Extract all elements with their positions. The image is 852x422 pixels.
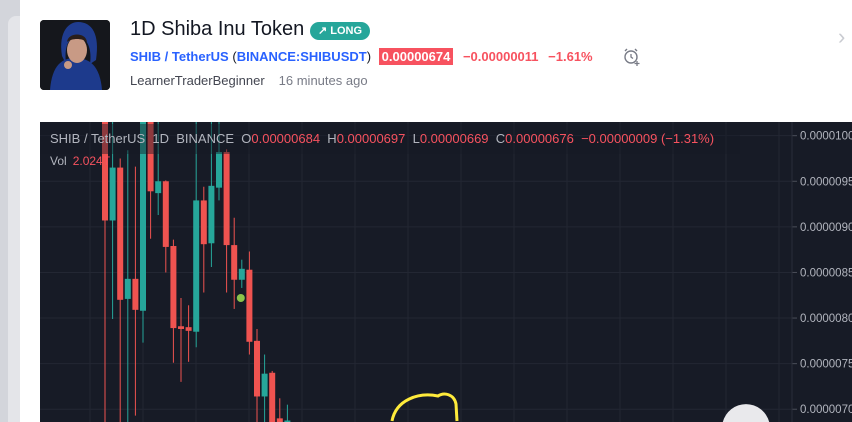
- published-time: 16 minutes ago: [278, 73, 368, 88]
- candle-body: [102, 122, 108, 221]
- legend-low: 0.00000669: [419, 131, 489, 146]
- candle-body: [246, 269, 253, 342]
- candle-body: [185, 327, 192, 331]
- avatar-image: [40, 20, 110, 90]
- candle-body: [193, 200, 200, 332]
- symbol-link[interactable]: SHIB / TetherUS: [130, 49, 229, 64]
- candle-body: [124, 278, 131, 299]
- freehand-circle-drawing: [390, 392, 459, 422]
- candle-body: [269, 372, 276, 422]
- volume-label: Vol: [50, 154, 67, 168]
- alarm-clock-plus-icon: [624, 48, 640, 66]
- candle-body: [231, 245, 238, 280]
- candle-body: [178, 326, 184, 329]
- candle-body: [200, 200, 207, 245]
- long-badge: ↗ LONG: [310, 22, 371, 40]
- y-tick-label: 0.0000080: [800, 313, 852, 325]
- last-price: 0.00000674: [378, 48, 454, 65]
- y-tick-label: 0.0000070: [800, 404, 852, 416]
- candle-body: [216, 152, 222, 188]
- legend-open: 0.00000684: [251, 131, 321, 146]
- paren-open: (: [232, 49, 237, 64]
- candle-body: [117, 167, 124, 300]
- symbol-line: SHIB / TetherUS (BINANCE:SHIBUSDT) 0.000…: [130, 48, 593, 65]
- candle-body: [109, 167, 116, 221]
- legend-change: −0.00000009 (−1.31%): [581, 131, 715, 146]
- author-name[interactable]: LearnerTraderBeginner: [130, 73, 265, 88]
- exchange-symbol-link[interactable]: BINANCE:SHIBUSDT: [236, 49, 367, 64]
- idea-title: 1D Shiba Inu Token: [130, 18, 305, 40]
- author-line: LearnerTraderBeginner 16 minutes ago: [130, 73, 368, 88]
- candle-body: [284, 420, 291, 422]
- legend-symbol: SHIB / TetherUS: [50, 131, 146, 146]
- floating-action-button: [722, 404, 770, 422]
- y-tick-label: 0.0000075: [800, 359, 852, 371]
- candle-body: [132, 278, 139, 310]
- candle-body: [223, 152, 230, 246]
- candle-body: [162, 181, 169, 247]
- candle-body: [208, 185, 215, 244]
- y-tick-label: 0.0000095: [800, 176, 852, 188]
- price-change-percent: −1.61%: [548, 49, 593, 64]
- candle-body: [254, 340, 260, 397]
- badge-label: LONG: [330, 25, 363, 37]
- candle-body: [140, 122, 146, 311]
- chart-legend: SHIB / TetherUS 1D BINANCE O0.00000684 H…: [50, 131, 715, 146]
- legend-close: 0.00000676: [505, 131, 574, 146]
- volume-value: 2.024T: [72, 154, 111, 168]
- y-tick-label: 0.0000100: [800, 131, 852, 143]
- arrow-up-right-icon: ↗: [318, 25, 328, 37]
- price-change: −0.00000011: [462, 49, 539, 64]
- legend-backdrop: [40, 124, 740, 154]
- left-sidebar-strip: [0, 0, 20, 422]
- paren-close: ): [366, 49, 372, 64]
- chevron-right-icon[interactable]: ›: [838, 24, 846, 49]
- candle-body: [147, 122, 154, 192]
- candle-body: [238, 268, 245, 280]
- candle-body: [261, 373, 268, 397]
- candle-body: [155, 181, 162, 194]
- y-tick-label: 0.0000085: [800, 267, 852, 279]
- add-alert-button[interactable]: [622, 47, 642, 67]
- candle-body: [276, 418, 283, 422]
- legend-high: 0.00000697: [336, 131, 406, 146]
- chart-canvas: 0.0000100 0.0000095 0.0000090 0.0000085 0.00…: [40, 122, 852, 422]
- signal-marker-dot: [236, 293, 245, 302]
- legend-exchange: BINANCE: [176, 131, 235, 146]
- y-tick-label: 0.0000090: [800, 222, 852, 234]
- price-chart[interactable]: 0.0000100 0.0000095 0.0000090 0.0000085 0.00…: [40, 122, 852, 422]
- candle-body: [170, 246, 177, 329]
- author-avatar[interactable]: [40, 20, 110, 90]
- sidebar-card-edge: [8, 16, 20, 422]
- legend-interval: 1D: [152, 131, 169, 146]
- volume-legend: Vol 2.024T: [50, 154, 110, 168]
